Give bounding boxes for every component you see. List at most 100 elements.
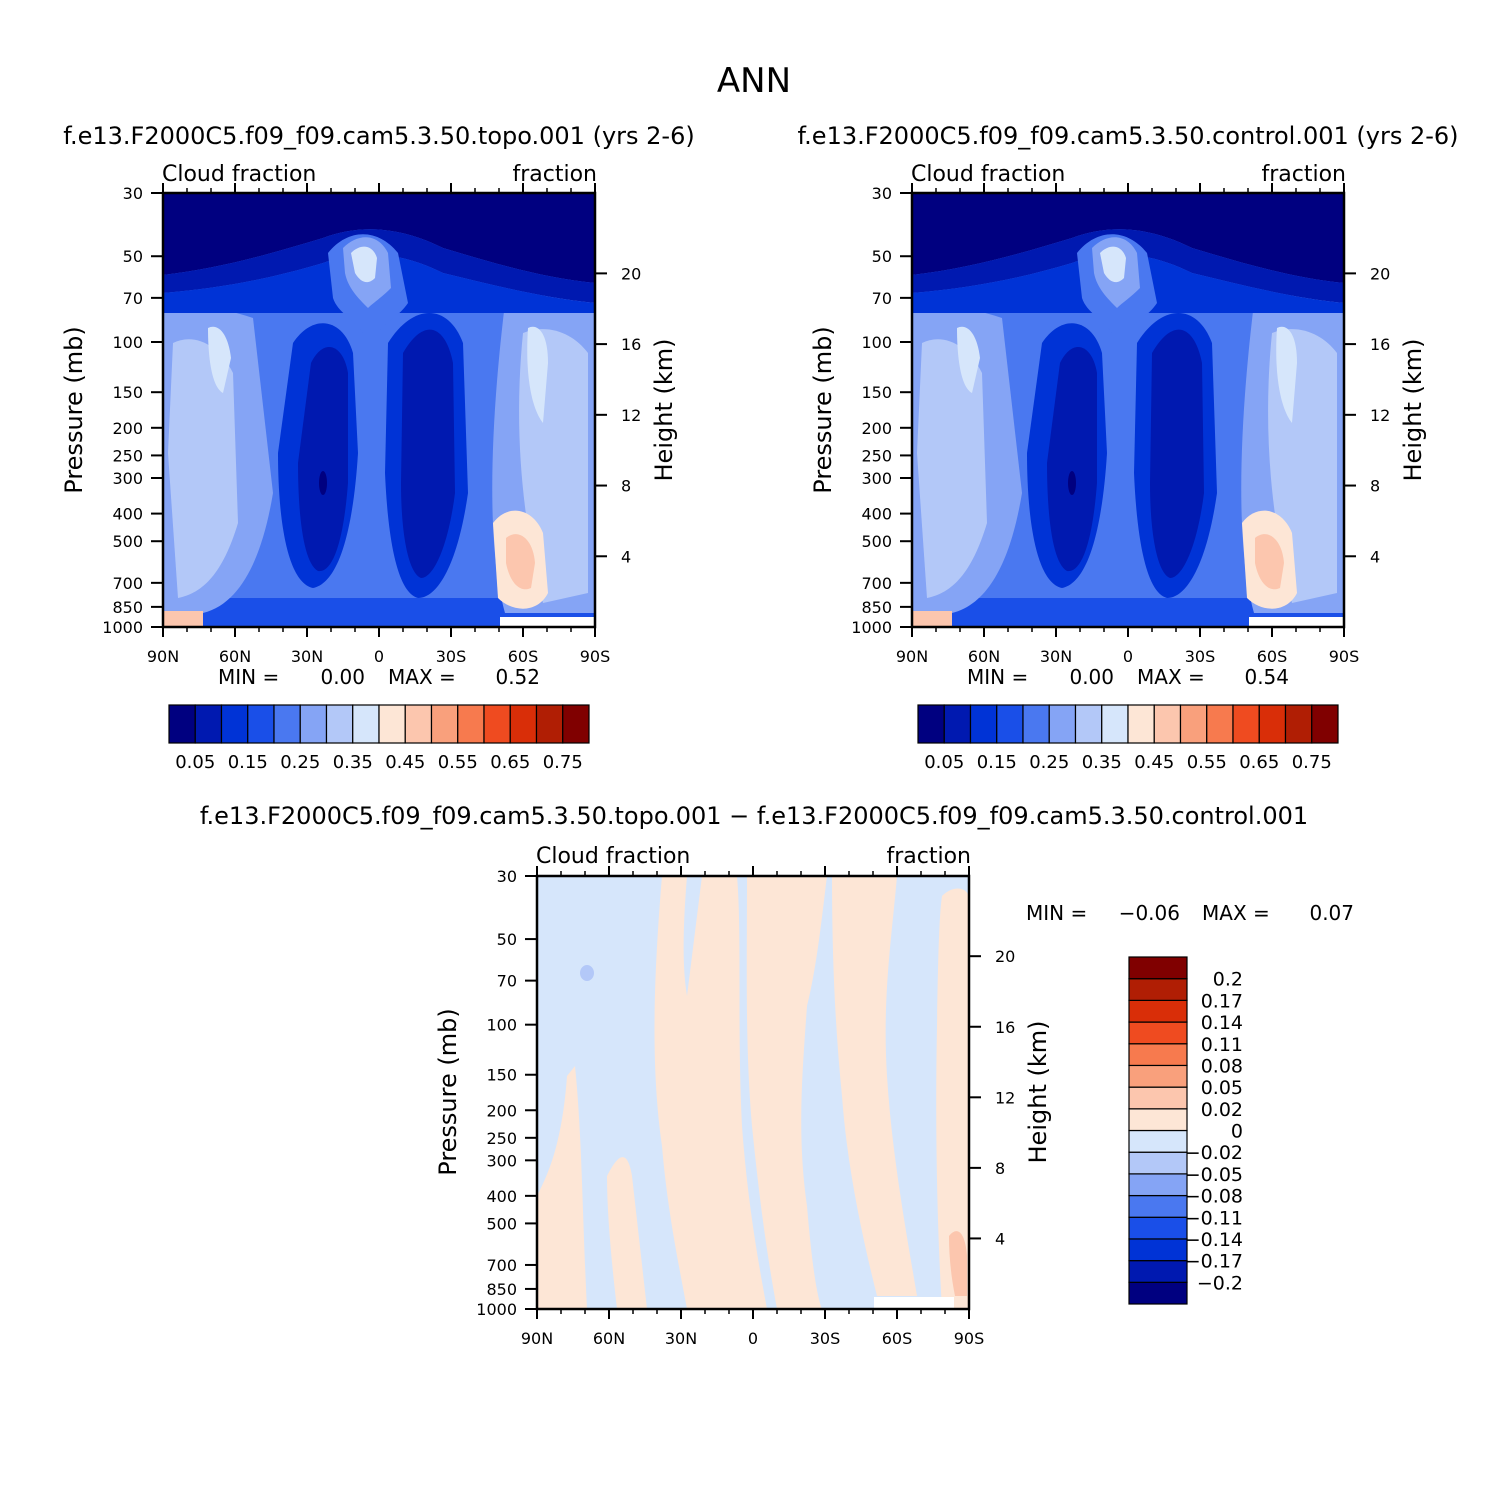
x-tick-label: 90N xyxy=(521,1329,553,1348)
colorbar-label: 0.65 xyxy=(1239,752,1279,773)
colorbar-label: −0.02 xyxy=(1185,1142,1243,1164)
right-label: fraction xyxy=(512,162,597,187)
colorbar-label: −0.11 xyxy=(1185,1207,1243,1229)
colorbar-swatch xyxy=(996,704,1024,744)
y-tick-label: 30 xyxy=(872,184,892,203)
colorbar-swatch xyxy=(917,704,945,744)
stats-min: 0.00 xyxy=(320,665,365,689)
x-tick-label: 60N xyxy=(219,647,251,666)
colorbar-label: 0.25 xyxy=(280,752,320,773)
y2-tick-label: 12 xyxy=(621,406,641,425)
x-tick-label: 30N xyxy=(665,1329,697,1348)
colorbar-swatch xyxy=(430,704,459,744)
colorbar-label: 0.05 xyxy=(1201,1077,1243,1099)
colorbar-label: 0.2 xyxy=(1213,969,1243,991)
panel-title: f.e13.F2000C5.f09_f09.cam5.3.50.topo.001… xyxy=(63,122,694,150)
colorbar-label: 0.45 xyxy=(1134,752,1174,773)
colorbar-swatch xyxy=(1127,704,1155,744)
x-tick-label: 30S xyxy=(810,1329,841,1348)
left-label: Cloud fraction xyxy=(162,162,316,187)
colorbar-swatch xyxy=(1128,1151,1188,1175)
colorbar-swatch xyxy=(1128,1238,1188,1262)
stats-max-label: MAX = xyxy=(388,665,456,689)
y2-tick-label: 8 xyxy=(995,1159,1005,1178)
colorbar-swatch xyxy=(943,704,972,744)
colorbar-label: 0.05 xyxy=(924,752,964,773)
stats-max: 0.07 xyxy=(1309,901,1354,925)
colorbar-swatch xyxy=(1128,1281,1188,1305)
colorbar-label: −0.17 xyxy=(1185,1251,1243,1273)
panel-title: f.e13.F2000C5.f09_f09.cam5.3.50.control.… xyxy=(797,122,1458,150)
x-tick-label: 30S xyxy=(1185,647,1216,666)
y-tick-label: 300 xyxy=(861,469,892,488)
y-tick-label: 150 xyxy=(486,1066,517,1085)
y2-tick-label: 12 xyxy=(995,1088,1015,1107)
colorbar-label: 0.55 xyxy=(438,752,478,773)
y-tick-label: 500 xyxy=(486,1214,517,1233)
x-tick-label: 90S xyxy=(580,647,611,666)
y-tick-label: 70 xyxy=(123,289,143,308)
colorbar-swatch xyxy=(1206,704,1234,744)
y-tick-label: 200 xyxy=(112,419,143,438)
y-tick-label: 70 xyxy=(497,972,517,991)
y-tick-label: 250 xyxy=(486,1129,517,1148)
figure-title: ANN xyxy=(717,61,791,101)
colorbar-swatch xyxy=(1128,1043,1188,1067)
y-tick-label: 1000 xyxy=(476,1300,517,1319)
x-tick-label: 60N xyxy=(968,647,1000,666)
colorbar-label: −0.14 xyxy=(1185,1229,1243,1251)
y-axis-label: Pressure (mb) xyxy=(809,326,837,493)
colorbar-swatch xyxy=(509,704,538,744)
colorbar-swatch xyxy=(1128,1216,1188,1240)
y2-tick-label: 16 xyxy=(621,335,641,354)
y-tick-label: 850 xyxy=(861,598,892,617)
y2-tick-label: 16 xyxy=(995,1018,1015,1037)
y-tick-label: 500 xyxy=(112,532,143,551)
y-tick-label: 1000 xyxy=(851,618,892,637)
panel-title: f.e13.F2000C5.f09_f09.cam5.3.50.topo.001… xyxy=(200,802,1308,830)
left-label: Cloud fraction xyxy=(536,844,690,869)
y-tick-label: 400 xyxy=(861,505,892,524)
y-tick-label: 30 xyxy=(497,867,517,886)
x-tick-label: 60S xyxy=(508,647,539,666)
colorbar-label: 0 xyxy=(1231,1121,1243,1143)
colorbar: 0.05 0.15 0.25 0.35 0.45 0.55 0.65 0.75 xyxy=(917,704,1339,773)
y2-tick-label: 20 xyxy=(621,264,641,283)
y-tick-label: 850 xyxy=(112,598,143,617)
x-tick-label: 60N xyxy=(593,1329,625,1348)
colorbar-swatch xyxy=(1311,704,1339,744)
colorbar: 0.05 0.15 0.25 0.35 0.45 0.55 0.65 0.75 xyxy=(168,704,590,773)
colorbar-swatch xyxy=(273,704,301,744)
y2-tick-label: 4 xyxy=(621,547,631,566)
y-tick-label: 200 xyxy=(486,1101,517,1120)
contour-field xyxy=(163,193,595,627)
x-tick-label: 30S xyxy=(436,647,467,666)
colorbar-label: 0.14 xyxy=(1201,1012,1243,1034)
colorbar-swatch xyxy=(299,704,328,744)
colorbar-swatch xyxy=(1128,1260,1188,1283)
right-label: fraction xyxy=(886,844,971,869)
colorbar-swatch xyxy=(1128,1108,1188,1132)
stats-max: 0.52 xyxy=(495,665,540,689)
y-tick-label: 400 xyxy=(486,1187,517,1206)
y-tick-label: 250 xyxy=(112,446,143,465)
y-tick-label: 700 xyxy=(112,574,143,593)
colorbar-label: −0.08 xyxy=(1185,1186,1243,1208)
y2-tick-label: 20 xyxy=(995,947,1015,966)
colorbar-swatch xyxy=(1128,1129,1188,1153)
colorbar-swatch xyxy=(1128,956,1188,980)
x-tick-label: 0 xyxy=(374,647,384,666)
colorbar-label: 0.17 xyxy=(1201,990,1243,1012)
colorbar-label: 0.25 xyxy=(1029,752,1069,773)
y-tick-label: 70 xyxy=(872,289,892,308)
colorbar-swatch xyxy=(378,704,406,744)
colorbar-swatch xyxy=(1128,999,1188,1023)
x-tick-label: 90N xyxy=(896,647,928,666)
x-tick-label: 60S xyxy=(882,1329,913,1348)
colorbar-swatch xyxy=(1284,704,1313,744)
y-tick-label: 50 xyxy=(123,247,143,266)
colorbar-label: 0.45 xyxy=(385,752,425,773)
y2-tick-label: 8 xyxy=(1370,477,1380,496)
y-axis-label: Pressure (mb) xyxy=(434,1008,462,1175)
